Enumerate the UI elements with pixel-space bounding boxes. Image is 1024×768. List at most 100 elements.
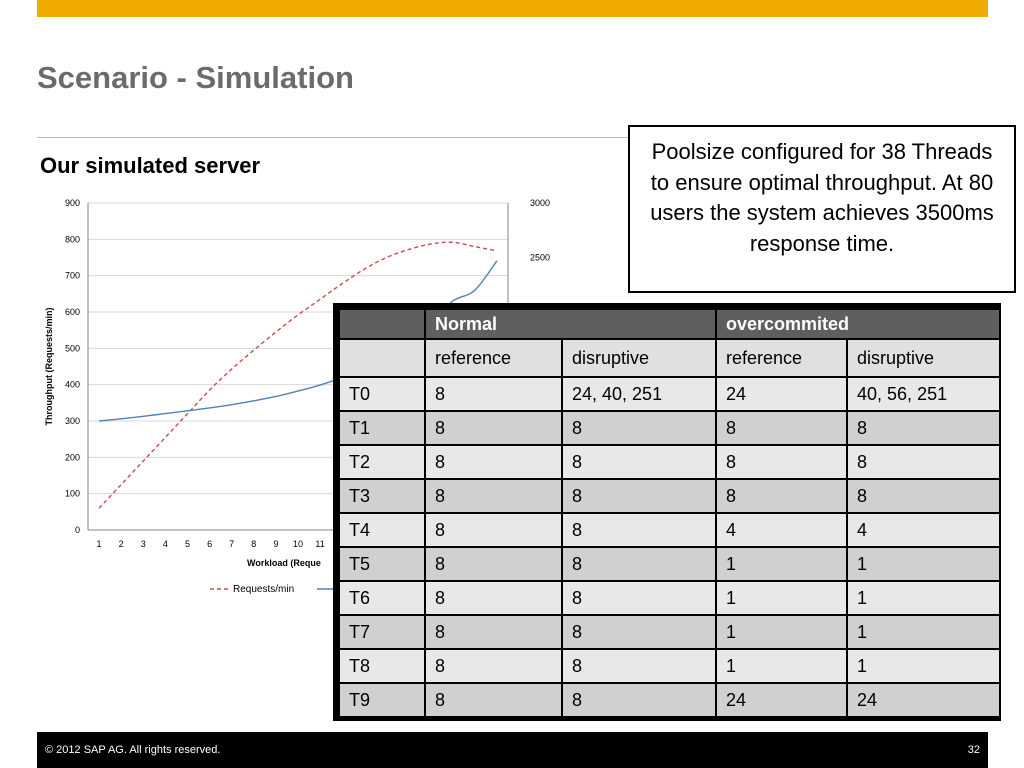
table-cell: 24: [717, 378, 847, 410]
y2-tick-label: 2500: [530, 253, 550, 263]
table-cell: 8: [563, 412, 716, 444]
y-tick-label: 100: [65, 489, 80, 499]
throughput-chart: 0 100 200 300 400 500 600 700 800 900 2500 3000 1 2 3 4…: [44, 198, 550, 595]
chart-heading: Our simulated server: [40, 153, 261, 178]
title-divider: [37, 137, 637, 138]
y-tick-label: 200: [65, 452, 80, 462]
table-header-cell: [340, 310, 424, 338]
table-cell: 1: [848, 650, 1000, 682]
x-tick-label: 10: [293, 539, 303, 549]
x-tick-label: 6: [207, 539, 212, 549]
table-cell: 8: [563, 684, 716, 716]
table-cell: T0: [340, 378, 424, 410]
y-tick-label: 300: [65, 416, 80, 426]
x-tick-label: 3: [141, 539, 146, 549]
table-cell: 4: [717, 514, 847, 546]
x-tick-label: 8: [251, 539, 256, 549]
table-cell: 8: [848, 446, 1000, 478]
table-cell: T5: [340, 548, 424, 580]
table-cell: 8: [563, 650, 716, 682]
table-cell: 8: [563, 514, 716, 546]
y-tick-label: 400: [65, 380, 80, 390]
table-row: T0 8 24, 40, 251 24 40, 56, 251: [340, 378, 1000, 410]
table-sub-header-cell: [340, 340, 424, 376]
footer-bar: © 2012 SAP AG. All rights reserved. 32: [37, 732, 988, 768]
callout-box: Poolsize configured for 38 Threads to en…: [628, 125, 1016, 293]
table-row: T5 8 8 1 1: [340, 548, 1000, 580]
legend-label-requests: Requests/min: [233, 584, 294, 595]
table-cell: T1: [340, 412, 424, 444]
x-tick-label: 1: [97, 539, 102, 549]
table-cell: T4: [340, 514, 424, 546]
table-cell: 24: [717, 684, 847, 716]
table-cell: T8: [340, 650, 424, 682]
table-group-header-row: Normal overcommited: [340, 310, 1000, 338]
table-cell: 8: [426, 684, 561, 716]
x-tick-label: 11: [315, 539, 324, 549]
table-header-normal: Normal: [426, 310, 716, 338]
table-cell: 8: [848, 412, 1000, 444]
table-cell: 24: [848, 684, 1000, 716]
table-cell: 8: [563, 446, 716, 478]
table-cell: 8: [848, 480, 1000, 512]
x-axis-label: Workload (Reque: [247, 558, 321, 568]
table-header-overcommited: overcommited: [717, 310, 1000, 338]
x-tick-label: 5: [185, 539, 190, 549]
table-row: T2 8 8 8 8: [340, 446, 1000, 478]
copyright-text: © 2012 SAP AG. All rights reserved.: [45, 744, 221, 756]
table-cell: 8: [426, 548, 561, 580]
page-number: 32: [967, 744, 980, 756]
table-row: T7 8 8 1 1: [340, 616, 1000, 648]
thread-allocation-table: Normal overcommited reference disruptive ref…: [333, 303, 1001, 721]
table-cell: 8: [426, 378, 561, 410]
table-cell: T6: [340, 582, 424, 614]
table-sub-header-row: reference disruptive reference disruptive: [340, 340, 1000, 376]
table-cell: 1: [848, 548, 1000, 580]
table-cell: 8: [426, 650, 561, 682]
table-cell: 1: [717, 548, 847, 580]
x-tick-label: 7: [229, 539, 234, 549]
table-cell: 1: [848, 582, 1000, 614]
table-cell: 8: [426, 582, 561, 614]
top-accent-bar: [37, 0, 988, 17]
table-cell: 8: [426, 616, 561, 648]
table-cell: 8: [717, 412, 847, 444]
table-row: T3 8 8 8 8: [340, 480, 1000, 512]
y-tick-label: 700: [65, 271, 80, 281]
y-tick-label: 500: [65, 343, 80, 353]
y-axis-label: Throughput (Requests/min): [44, 308, 54, 426]
table-row: T4 8 8 4 4: [340, 514, 1000, 546]
table-cell: 1: [848, 616, 1000, 648]
series-line-1: [98, 241, 498, 509]
table-cell: 8: [563, 480, 716, 512]
table-row: T8 8 8 1 1: [340, 650, 1000, 682]
table-cell: T3: [340, 480, 424, 512]
y2-tick-label: 3000: [530, 198, 550, 208]
table-cell: 8: [426, 514, 561, 546]
table-sub-header-cell: disruptive: [848, 340, 1000, 376]
table-sub-header-cell: disruptive: [563, 340, 716, 376]
x-tick-label: 4: [163, 539, 168, 549]
table-cell: 8: [717, 480, 847, 512]
table-row: T1 8 8 8 8: [340, 412, 1000, 444]
x-tick-label: 2: [119, 539, 124, 549]
table-cell: 8: [563, 582, 716, 614]
table-cell: 24, 40, 251: [563, 378, 716, 410]
table-cell: 40, 56, 251: [848, 378, 1000, 410]
y-tick-label: 600: [65, 307, 80, 317]
table-cell: 4: [848, 514, 1000, 546]
table-cell: T7: [340, 616, 424, 648]
table-cell: T2: [340, 446, 424, 478]
table-sub-header-cell: reference: [426, 340, 561, 376]
y-tick-label: 0: [75, 525, 80, 535]
table-cell: 1: [717, 616, 847, 648]
table-cell: 8: [717, 446, 847, 478]
y-tick-label: 800: [65, 234, 80, 244]
x-tick-label: 9: [273, 539, 278, 549]
table-row: T9 8 8 24 24: [340, 684, 1000, 716]
table-cell: 8: [563, 616, 716, 648]
table-cell: 1: [717, 650, 847, 682]
table-cell: 8: [426, 446, 561, 478]
table-sub-header-cell: reference: [717, 340, 847, 376]
table-cell: 1: [717, 582, 847, 614]
